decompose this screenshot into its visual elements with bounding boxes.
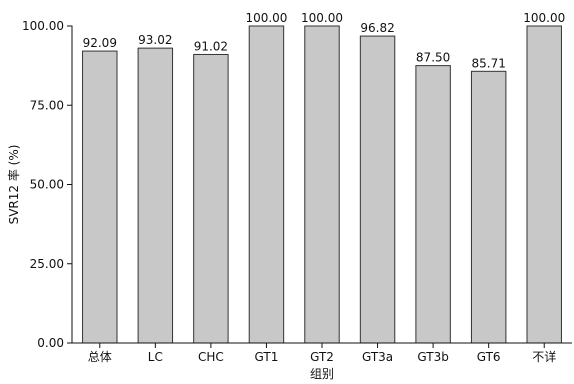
bar	[415, 65, 451, 344]
x-tick-label: GT1	[255, 350, 279, 364]
bar	[137, 47, 174, 344]
bar	[82, 50, 118, 344]
data-label: 92.09	[83, 36, 117, 50]
x-tick-label: GT3a	[362, 350, 393, 364]
x-tick-label: GT2	[310, 350, 334, 364]
data-label: 91.02	[194, 39, 228, 53]
x-tick-label: 不详	[532, 349, 556, 364]
data-label: 100.00	[245, 11, 287, 25]
data-label: 100.00	[301, 11, 343, 25]
y-tick-label: 25.00	[30, 257, 64, 271]
data-label: 93.02	[138, 33, 172, 47]
y-tick-label: 75.00	[30, 98, 64, 112]
bar	[470, 70, 507, 344]
x-tick-label: CHC	[198, 350, 224, 364]
y-tick-label: 0.00	[37, 336, 64, 350]
data-labels: 92.09 93.02 91.02 100.00 100.00 96.82 87.50 85.…	[83, 11, 566, 70]
bars	[82, 25, 562, 344]
data-label: 96.82	[360, 21, 394, 35]
x-tick-label: 总体	[88, 350, 112, 364]
bar	[359, 35, 396, 344]
data-label: 85.71	[471, 56, 505, 70]
x-tick-label: LC	[148, 350, 163, 364]
bar	[193, 53, 229, 344]
y-tick-label: 100.00	[22, 19, 64, 33]
x-axis-title: 组别	[310, 367, 334, 381]
x-tick-label: GT3b	[417, 350, 448, 364]
x-axis-ticks: 总体 LC CHC GT1 GT2 GT3a GT3b GT6 不详	[88, 343, 556, 364]
data-label: 87.50	[416, 51, 450, 65]
bar	[304, 25, 340, 344]
data-label: 100.00	[523, 11, 565, 25]
y-axis-title: SVR12 率 (%)	[6, 145, 21, 225]
bar	[248, 25, 285, 344]
y-tick-label: 50.00	[30, 178, 64, 192]
x-tick-label: GT6	[477, 350, 501, 364]
bar	[526, 25, 562, 344]
y-axis-ticks: 0.00 25.00 50.00 75.00 100.00	[22, 19, 72, 350]
